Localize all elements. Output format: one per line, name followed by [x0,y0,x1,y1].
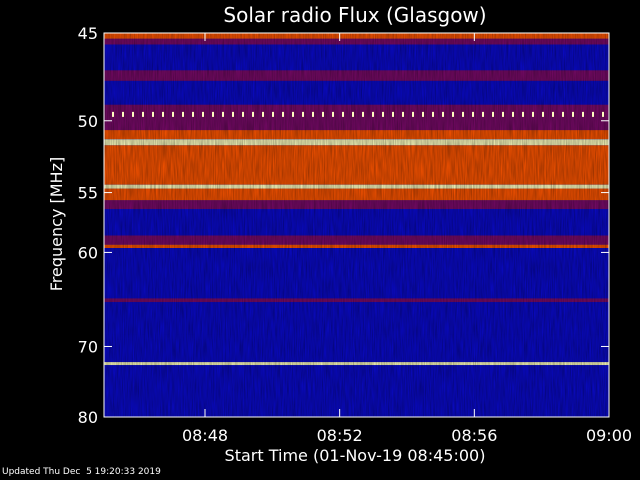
y-axis: 45 50 55 60 70 80 [78,24,609,427]
y-tick-label-60: 60 [78,243,98,262]
y-axis-label: Frequency [MHz] [47,157,66,291]
y-tick-label-45: 45 [78,24,98,43]
y-tick-label-55: 55 [78,184,98,203]
x-tick-label-0848: 08:48 [182,426,228,445]
chart-title: Solar radio Flux (Glasgow) [223,3,486,27]
x-axis-label: Start Time (01-Nov-19 08:45:00) [225,446,486,465]
y-tick-label-80: 80 [78,408,98,427]
plot-area [103,32,610,418]
y-tick-label-50: 50 [78,112,98,131]
updated-timestamp: Updated Thu Dec 5 19:20:33 2019 [2,467,161,477]
noise-texture [104,33,609,417]
x-tick-label-0852: 08:52 [317,426,363,445]
x-axis: 08:48 08:52 08:56 09:00 [182,33,632,445]
x-tick-label-0900: 09:00 [586,426,632,445]
x-tick-label-0856: 08:56 [451,426,497,445]
y-tick-label-70: 70 [78,337,98,356]
plot-frame [103,32,610,418]
